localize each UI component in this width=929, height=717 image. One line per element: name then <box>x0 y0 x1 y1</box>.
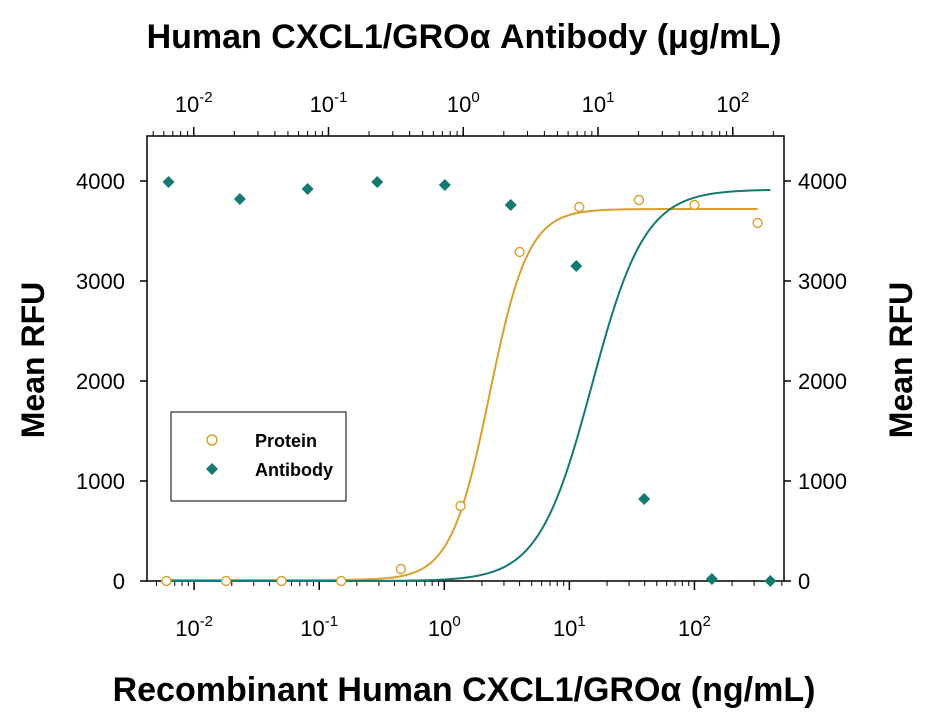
right-y-tick-label: 0 <box>798 569 810 594</box>
antibody-point <box>301 183 314 195</box>
protein-point <box>220 575 232 587</box>
bottom-x-tick-label: 100 <box>428 613 461 641</box>
antibody-point <box>705 573 718 585</box>
antibody-fit-curve <box>168 188 771 582</box>
left-y-tick-label: 4000 <box>76 169 125 194</box>
protein-point <box>455 500 466 512</box>
protein-point <box>633 194 645 206</box>
protein-point <box>161 575 172 587</box>
antibody-point <box>162 176 175 188</box>
protein-point <box>336 575 347 587</box>
protein-fit-curve <box>166 208 758 581</box>
right-y-tick-label: 4000 <box>798 169 847 194</box>
right-y-tick-label: 2000 <box>798 369 847 394</box>
top-x-tick-label: 102 <box>716 89 749 117</box>
legend-box <box>170 411 347 502</box>
legend-antibody-label: Antibody <box>255 460 333 480</box>
left-y-tick-label: 0 <box>113 569 125 594</box>
left-y-tick-label: 2000 <box>76 369 125 394</box>
protein-point <box>276 575 287 587</box>
top-x-tick-label: 10-2 <box>175 89 213 117</box>
right-y-tick-label: 3000 <box>798 269 847 294</box>
legend: Protein Antibody <box>170 411 347 502</box>
left-y-tick-label: 1000 <box>76 469 125 494</box>
bottom-x-tick-label: 10-1 <box>300 613 338 641</box>
left-axis-title: Mean RFU <box>15 282 51 438</box>
protein-point <box>689 199 700 211</box>
antibody-point <box>570 260 583 272</box>
top-x-tick-label: 100 <box>447 89 480 117</box>
antibody-point <box>233 193 246 205</box>
antibody-point <box>504 199 517 211</box>
antibody-point <box>438 179 451 191</box>
plot-frame <box>146 135 785 582</box>
protein-point <box>574 201 585 213</box>
protein-point <box>514 246 525 258</box>
points-layer <box>161 176 777 587</box>
legend-protein-marker <box>206 434 218 446</box>
bottom-x-tick-label: 102 <box>678 613 711 641</box>
antibody-point <box>638 493 651 505</box>
top-x-tick-label: 10-1 <box>310 89 348 117</box>
ticks-layer: 0 0 1000 1000 2000 2000 3000 3000 4000 4000 10-2 10… <box>76 89 847 641</box>
top-axis-title: Human CXCL1/GROα Antibody (μg/mL) <box>147 18 782 56</box>
left-y-tick-label: 3000 <box>76 269 125 294</box>
right-y-tick-label: 1000 <box>798 469 847 494</box>
bottom-x-tick-label: 10-2 <box>175 613 213 641</box>
bottom-axis-title: Recombinant Human CXCL1/GROα (ng/mL) <box>113 671 816 709</box>
top-x-tick-label: 101 <box>582 89 615 117</box>
protein-point <box>395 563 407 575</box>
legend-protein-label: Protein <box>255 431 317 451</box>
antibody-point <box>371 176 384 188</box>
right-axis-title: Mean RFU <box>883 282 919 438</box>
legend-antibody-marker <box>206 463 218 475</box>
antibody-point <box>764 575 777 587</box>
protein-point <box>752 217 763 229</box>
curves-layer <box>166 188 771 582</box>
bottom-x-tick-label: 101 <box>553 613 586 641</box>
